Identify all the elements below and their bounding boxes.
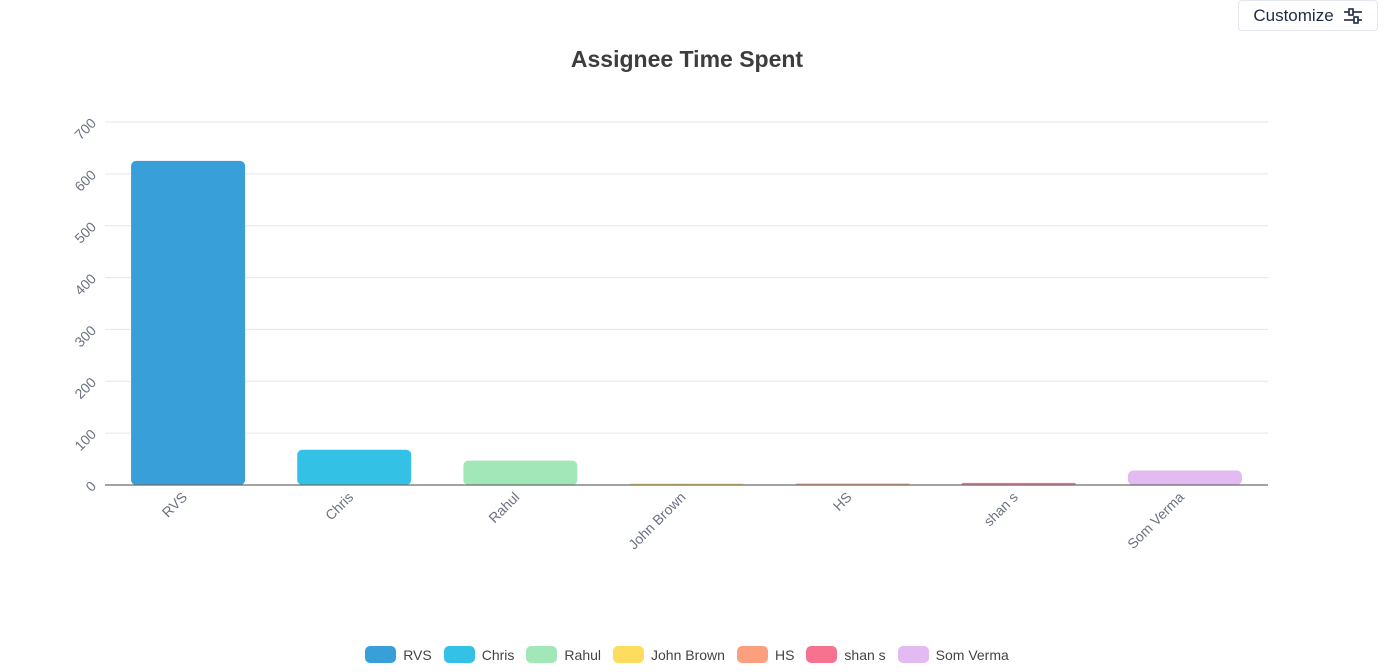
legend-label: shan s <box>844 646 886 663</box>
legend-item[interactable]: Chris <box>443 646 515 663</box>
sliders-icon <box>1343 6 1363 26</box>
x-tick-label: Chris <box>322 489 356 523</box>
y-tick-label: 400 <box>71 270 99 298</box>
legend-swatch <box>526 646 558 663</box>
y-tick-label: 600 <box>71 167 99 195</box>
x-tick-label: HS <box>830 489 855 514</box>
bar-som-verma[interactable] <box>1127 470 1242 485</box>
x-tick-label: RVS <box>159 489 190 520</box>
legend-swatch <box>443 646 475 663</box>
legend-item[interactable]: shan s <box>806 646 886 663</box>
legend-swatch <box>806 646 838 663</box>
bar-chris[interactable] <box>297 449 412 485</box>
legend-swatch <box>365 646 397 663</box>
y-tick-label: 100 <box>71 426 99 454</box>
legend-label: Som Verma <box>935 646 1009 663</box>
y-tick-label: 0 <box>82 478 99 495</box>
legend-swatch <box>897 646 929 663</box>
legend-swatch <box>613 646 645 663</box>
legend-item[interactable]: HS <box>736 646 795 663</box>
legend-item[interactable]: Rahul <box>526 646 601 663</box>
x-tick-label: John Brown <box>625 489 689 553</box>
legend-swatch <box>736 646 768 663</box>
x-tick-label: Rahul <box>485 489 522 526</box>
customize-label: Customize <box>1253 5 1334 25</box>
legend-label: HS <box>774 646 795 663</box>
chart-title: Assignee Time Spent <box>570 46 804 72</box>
legend-item[interactable]: John Brown <box>613 646 725 663</box>
legend-label: Chris <box>481 646 515 663</box>
legend-label: John Brown <box>651 646 725 663</box>
legend-item[interactable]: Som Verma <box>897 646 1009 663</box>
legend-label: Rahul <box>564 646 602 663</box>
y-tick-label: 300 <box>71 322 99 350</box>
y-tick-label: 700 <box>71 115 99 143</box>
x-tick-label: shan s <box>980 489 1020 529</box>
bar-rvs[interactable] <box>131 160 246 485</box>
y-tick-label: 500 <box>71 218 99 246</box>
x-tick-label: Som Verma <box>1124 489 1187 552</box>
legend-label: RVS <box>403 646 432 663</box>
bar-rahul[interactable] <box>463 460 578 485</box>
customize-button[interactable]: Customize <box>1238 0 1378 31</box>
chart-legend: RVS Chris Rahul John Brown HS shan s Som Verma <box>0 646 1374 663</box>
y-tick-label: 200 <box>71 374 99 402</box>
bar-chart: 0 100 200 300 400 500 600 700 RVS Chris Rahul John … <box>71 115 1268 553</box>
legend-item[interactable]: RVS <box>365 646 432 663</box>
